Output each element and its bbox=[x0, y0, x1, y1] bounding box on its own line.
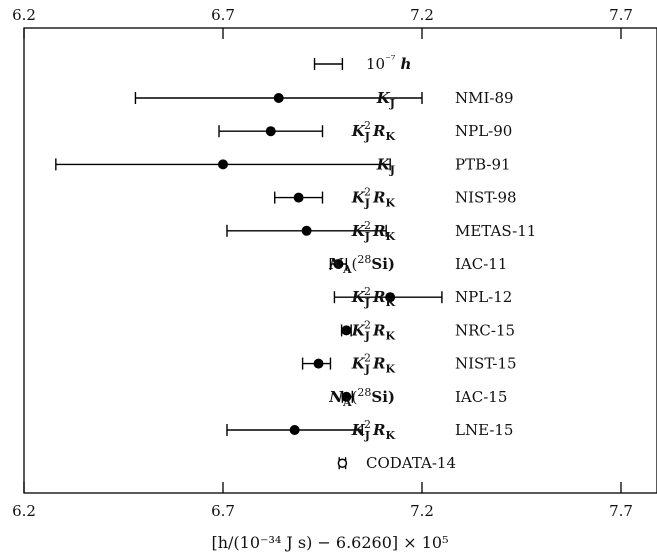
data-point bbox=[341, 325, 352, 336]
lab-label: NPL-12 bbox=[455, 288, 512, 306]
x-tick-label-top: 6.2 bbox=[12, 6, 36, 24]
data-point bbox=[385, 292, 396, 303]
data-row: KJ PTB-91 bbox=[55, 155, 511, 176]
lab-label: NIST-15 bbox=[455, 355, 517, 373]
axis-ticks bbox=[23, 28, 622, 493]
method-label: KJ2 RK bbox=[351, 186, 396, 210]
lab-label: NIST-98 bbox=[455, 189, 517, 207]
lab-label: CODATA-14 bbox=[366, 454, 456, 472]
scale-bar: 10⁻⁷ h bbox=[313, 53, 411, 73]
method-label: KJ2 RK bbox=[351, 285, 396, 309]
lab-label: NPL-90 bbox=[455, 122, 512, 140]
data-point bbox=[218, 159, 228, 170]
data-point bbox=[301, 225, 312, 236]
method-label: KJ2 RK bbox=[351, 352, 396, 376]
data-row: NA(28Si) IAC-11 bbox=[328, 253, 507, 276]
data-row: KJ NMI-89 bbox=[134, 89, 514, 110]
data-row: KJ2 RK LNE-15 bbox=[226, 418, 513, 442]
method-label: NA(28Si) bbox=[328, 253, 395, 276]
method-label: KJ bbox=[376, 155, 395, 176]
method-label: KJ2 RK bbox=[351, 418, 396, 442]
method-label: NA(28Si) bbox=[328, 386, 395, 409]
bottom-axis-tick-labels: 6.2 6.7 7.2 7.7 bbox=[12, 502, 633, 520]
data-point bbox=[341, 391, 352, 402]
data-point bbox=[265, 126, 276, 137]
x-tick-label-bottom: 7.7 bbox=[609, 502, 633, 520]
x-tick-label-bottom: 7.2 bbox=[410, 502, 434, 520]
data-point bbox=[313, 358, 324, 369]
x-tick-label-top: 6.7 bbox=[211, 6, 235, 24]
lab-label: PTB-91 bbox=[455, 155, 511, 173]
x-tick-label-bottom: 6.7 bbox=[211, 502, 235, 520]
x-tick-label-top: 7.2 bbox=[410, 6, 434, 24]
method-label: KJ2 RK bbox=[351, 318, 396, 342]
method-label: KJ bbox=[376, 89, 395, 110]
top-axis-tick-labels: 6.2 6.7 7.2 7.7 bbox=[12, 6, 633, 24]
lab-label: NMI-89 bbox=[455, 89, 514, 107]
data-row: KJ2 RK NPL-12 bbox=[333, 285, 512, 309]
x-tick-label-bottom: 6.2 bbox=[12, 502, 36, 520]
plot-frame bbox=[23, 27, 657, 494]
data-point bbox=[293, 192, 304, 203]
lab-label: LNE-15 bbox=[455, 421, 513, 439]
data-point-open bbox=[337, 458, 348, 468]
data-point bbox=[273, 93, 284, 103]
data-row: CODATA-14 bbox=[337, 454, 456, 472]
x-axis-label: [h/(10⁻³⁴ J s) − 6.6260] × 10⁵ bbox=[211, 533, 448, 552]
data-row: NA(28Si) IAC-15 bbox=[328, 386, 507, 409]
lab-label: IAC-11 bbox=[455, 255, 507, 273]
data-point bbox=[289, 425, 300, 435]
data-row: KJ2 RK NIST-15 bbox=[301, 352, 517, 376]
data-row: KJ2 RK NIST-98 bbox=[274, 186, 517, 210]
method-label: KJ2 RK bbox=[351, 119, 396, 143]
x-tick-label-top: 7.7 bbox=[609, 6, 633, 24]
data-row: KJ2 RK METAS-11 bbox=[226, 219, 536, 243]
lab-label: NRC-15 bbox=[455, 321, 515, 339]
data-point bbox=[333, 259, 344, 269]
lab-label: IAC-15 bbox=[455, 388, 507, 406]
method-label: KJ2 RK bbox=[351, 219, 396, 243]
data-row: KJ2 RK NRC-15 bbox=[340, 318, 515, 342]
scale-bar-label: 10⁻⁷ h bbox=[366, 53, 411, 73]
lab-label: METAS-11 bbox=[455, 222, 536, 240]
data-row: KJ2 RK NPL-90 bbox=[218, 119, 512, 143]
